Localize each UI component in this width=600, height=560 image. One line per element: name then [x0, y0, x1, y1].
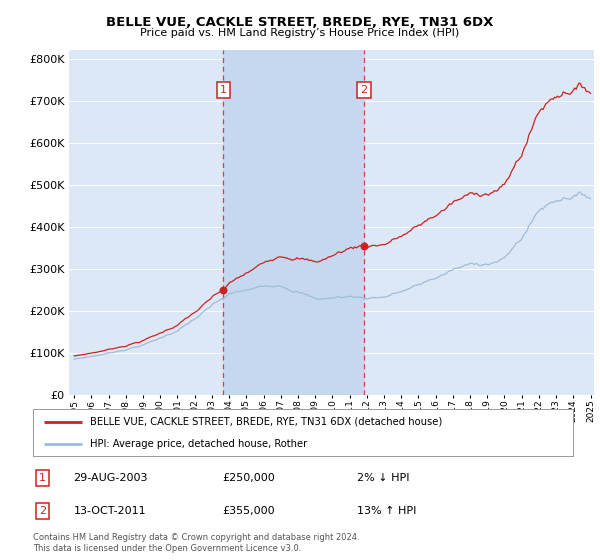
- Text: BELLE VUE, CACKLE STREET, BREDE, RYE, TN31 6DX (detached house): BELLE VUE, CACKLE STREET, BREDE, RYE, TN…: [90, 417, 442, 427]
- Text: 1: 1: [220, 85, 227, 95]
- Text: Contains HM Land Registry data © Crown copyright and database right 2024.
This d: Contains HM Land Registry data © Crown c…: [33, 533, 359, 553]
- Point: [359, 241, 369, 250]
- Text: BELLE VUE, CACKLE STREET, BREDE, RYE, TN31 6DX: BELLE VUE, CACKLE STREET, BREDE, RYE, TN…: [106, 16, 494, 29]
- Text: 13-OCT-2011: 13-OCT-2011: [74, 506, 146, 516]
- Text: 29-AUG-2003: 29-AUG-2003: [74, 473, 148, 483]
- Text: 2: 2: [361, 85, 367, 95]
- Bar: [223, 50, 364, 395]
- Text: 2% ↓ HPI: 2% ↓ HPI: [357, 473, 409, 483]
- Text: £250,000: £250,000: [222, 473, 275, 483]
- Text: HPI: Average price, detached house, Rother: HPI: Average price, detached house, Roth…: [90, 438, 307, 449]
- Text: Price paid vs. HM Land Registry’s House Price Index (HPI): Price paid vs. HM Land Registry’s House …: [140, 28, 460, 38]
- Text: 2: 2: [39, 506, 46, 516]
- Text: £355,000: £355,000: [222, 506, 275, 516]
- Text: 1: 1: [39, 473, 46, 483]
- Text: 13% ↑ HPI: 13% ↑ HPI: [357, 506, 416, 516]
- Point: [218, 285, 228, 294]
